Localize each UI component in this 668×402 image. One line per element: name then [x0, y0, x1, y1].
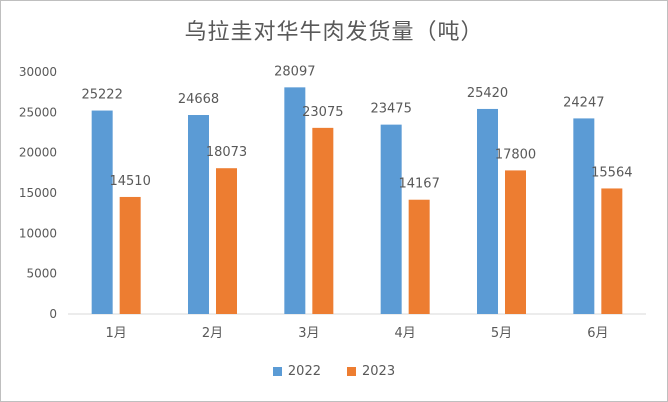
data-label-2022-2: 24668	[178, 92, 219, 107]
bar-2022-1	[91, 110, 113, 314]
data-label-2023-1: 14510	[109, 174, 150, 189]
legend-swatch-2023	[347, 367, 356, 376]
y-tick-label-6: 30000	[19, 65, 57, 79]
data-label-2023-2: 18073	[206, 145, 247, 160]
legend-item-2022: 2022	[272, 364, 321, 379]
data-label-2023-4: 14167	[398, 177, 439, 192]
x-tick-label-3: 3月	[298, 326, 319, 341]
data-label-2022-4: 23475	[370, 102, 411, 117]
y-tick-label-2: 10000	[19, 226, 57, 240]
bar-2022-4	[380, 124, 402, 314]
x-tick-label-5: 5月	[491, 326, 512, 341]
data-label-2022-1: 25222	[81, 88, 122, 103]
bar-2022-5	[477, 108, 498, 314]
bar-2023-4	[408, 199, 430, 314]
bar-2022-6	[573, 118, 595, 314]
legend-item-2023: 2023	[347, 364, 395, 379]
bar-2022-3	[284, 87, 306, 315]
data-label-2023-6: 15564	[591, 165, 632, 180]
bar-2023-3	[312, 127, 334, 314]
y-tick-label-0: 0	[49, 307, 57, 321]
bar-2023-5	[505, 170, 526, 314]
x-tick-label-2: 2月	[202, 326, 223, 341]
bar-2023-1	[119, 196, 141, 314]
data-label-2022-5: 25420	[467, 86, 508, 101]
y-tick-label-4: 20000	[19, 146, 57, 160]
y-tick-label-1: 5000	[26, 267, 57, 281]
y-tick-label-5: 25000	[19, 105, 57, 119]
chart-title: 乌拉圭对华牛肉发货量（吨）	[184, 20, 484, 45]
legend: 2022 2023	[0, 364, 668, 379]
y-tick-label-3: 15000	[19, 186, 57, 200]
legend-label-2023: 2023	[362, 364, 396, 379]
data-label-2022-3: 28097	[274, 64, 315, 79]
x-tick-label-6: 6月	[587, 326, 608, 341]
x-tick-label-4: 4月	[395, 326, 416, 341]
bar-2022-2	[188, 115, 209, 314]
legend-label-2022: 2022	[287, 364, 321, 379]
data-label-2023-5: 17800	[495, 147, 536, 162]
legend-swatch-2022	[272, 367, 282, 376]
bar-2023-6	[601, 188, 623, 314]
data-label-2022-6: 24247	[563, 95, 604, 110]
bar-2023-2	[216, 168, 237, 314]
data-label-2023-3: 23075	[302, 105, 343, 120]
x-tick-label-1: 1月	[106, 326, 127, 341]
